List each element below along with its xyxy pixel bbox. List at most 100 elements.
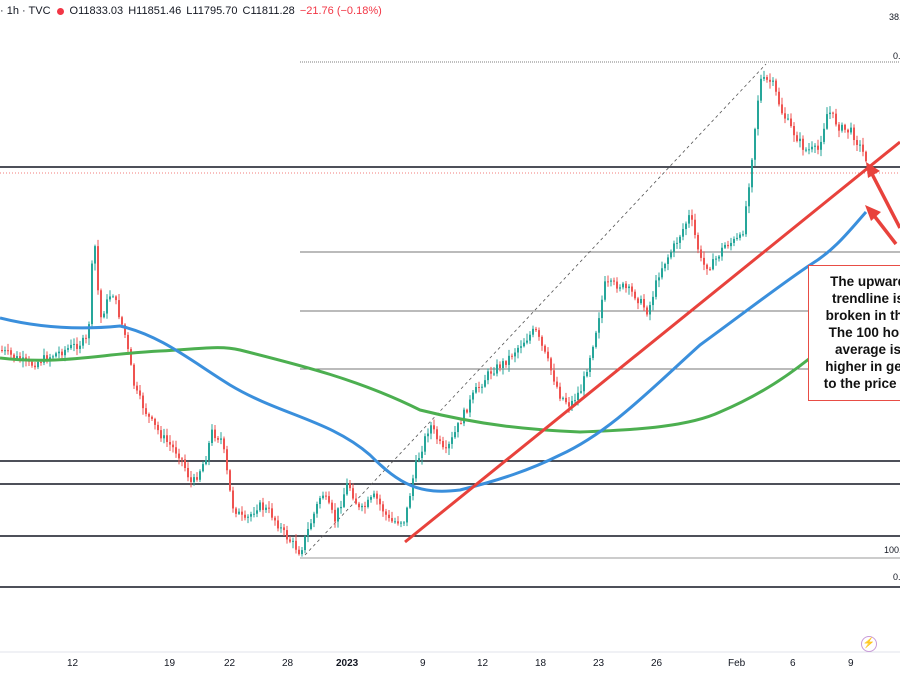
- candle-body: [730, 242, 732, 247]
- candle-body: [328, 496, 330, 503]
- open-value: O11833.03: [69, 5, 124, 17]
- candle-body: [487, 371, 489, 381]
- candle-body: [178, 453, 180, 459]
- candle-body: [535, 328, 537, 331]
- candle-body: [460, 423, 462, 425]
- candle-body: [298, 549, 300, 555]
- candle-body: [13, 354, 15, 359]
- candle-body: [505, 361, 507, 365]
- x-tick: 12: [67, 658, 79, 669]
- candle-body: [679, 236, 681, 243]
- candle-body: [82, 337, 84, 346]
- candle-body: [532, 328, 534, 335]
- candle-body: [430, 425, 432, 434]
- x-tick: 22: [224, 658, 236, 669]
- candle-body: [838, 124, 840, 131]
- candle-body: [406, 507, 408, 523]
- candle-body: [661, 268, 663, 278]
- candle-body: [844, 124, 846, 130]
- candle-body: [400, 522, 402, 524]
- candle-body: [247, 516, 249, 518]
- candle-body: [490, 371, 492, 374]
- candle-body: [280, 527, 282, 529]
- candle-body: [625, 283, 627, 289]
- candle-body: [727, 244, 729, 247]
- candle-body: [427, 433, 429, 437]
- candle-body: [610, 280, 612, 282]
- candle-body: [157, 424, 159, 431]
- candle-body: [526, 340, 528, 343]
- candle-body: [154, 418, 156, 425]
- candle-body: [511, 355, 513, 357]
- candle-body: [790, 118, 792, 127]
- x-tick: 18: [535, 658, 547, 669]
- candle-body: [187, 467, 189, 478]
- candle-body: [463, 409, 465, 424]
- candle-body: [73, 343, 75, 345]
- candle-body: [346, 483, 348, 495]
- candle-body: [706, 264, 708, 269]
- candle-body: [622, 283, 624, 288]
- candle-body: [796, 135, 798, 142]
- candle-body: [223, 438, 225, 450]
- candle-body: [688, 215, 690, 224]
- candle-body: [385, 511, 387, 515]
- candle-body: [448, 443, 450, 449]
- candle-body: [823, 128, 825, 142]
- candle-body: [850, 127, 852, 133]
- candle-body: [721, 247, 723, 257]
- candle-body: [376, 493, 378, 499]
- candle-body: [547, 351, 549, 359]
- candle-body: [181, 458, 183, 460]
- candle-body: [286, 530, 288, 540]
- candle-body: [748, 187, 750, 207]
- candle-body: [685, 223, 687, 230]
- market-status-dot: [56, 7, 64, 15]
- candle-body: [313, 513, 315, 524]
- candle-body: [289, 539, 291, 542]
- candle-body: [442, 440, 444, 448]
- candle-body: [580, 391, 582, 393]
- candle-body: [235, 508, 237, 514]
- candle-body: [373, 493, 375, 498]
- candle-body: [655, 280, 657, 297]
- arrow-1-head: [866, 162, 880, 178]
- candle-body: [550, 358, 552, 371]
- candle-body: [319, 498, 321, 505]
- candle-body: [196, 477, 198, 480]
- candle-body: [637, 298, 639, 304]
- fib-label-3: 100.: [884, 545, 900, 555]
- high-value: H11851.46: [128, 5, 182, 17]
- candle-body: [229, 470, 231, 491]
- candle-body: [565, 397, 567, 403]
- fib-label-2: 0.: [893, 51, 900, 61]
- candle-body: [745, 206, 747, 235]
- candle-body: [469, 399, 471, 413]
- candle-body: [133, 364, 135, 386]
- candle-body: [853, 127, 855, 141]
- fib-lines: 38. 0. 100. 0.: [300, 12, 900, 582]
- x-axis: 12 19 22 28 2023 9 12 18 23 26 Feb 6 9: [67, 658, 854, 669]
- candle-body: [556, 381, 558, 387]
- x-tick: 26: [651, 658, 663, 669]
- lightning-icon[interactable]: ⚡: [861, 636, 877, 652]
- candle-body: [613, 280, 615, 282]
- candle-body: [652, 296, 654, 306]
- candle-body: [616, 281, 618, 289]
- candle-body: [763, 77, 765, 79]
- candle-body: [145, 408, 147, 414]
- candle-body: [100, 290, 102, 318]
- candle-body: [799, 138, 801, 142]
- candle-body: [520, 346, 522, 348]
- close-value: C11811.28: [242, 5, 295, 17]
- candle-body: [733, 238, 735, 243]
- candle-body: [835, 113, 837, 125]
- candle-body: [250, 514, 252, 517]
- candle-body: [499, 364, 501, 369]
- candle-body: [586, 371, 588, 377]
- candle-body: [607, 281, 609, 283]
- candle-body: [757, 100, 759, 130]
- candle-body: [121, 317, 123, 325]
- candle-body: [256, 510, 258, 514]
